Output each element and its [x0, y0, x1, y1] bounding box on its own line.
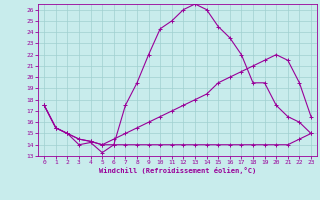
X-axis label: Windchill (Refroidissement éolien,°C): Windchill (Refroidissement éolien,°C) [99, 167, 256, 174]
